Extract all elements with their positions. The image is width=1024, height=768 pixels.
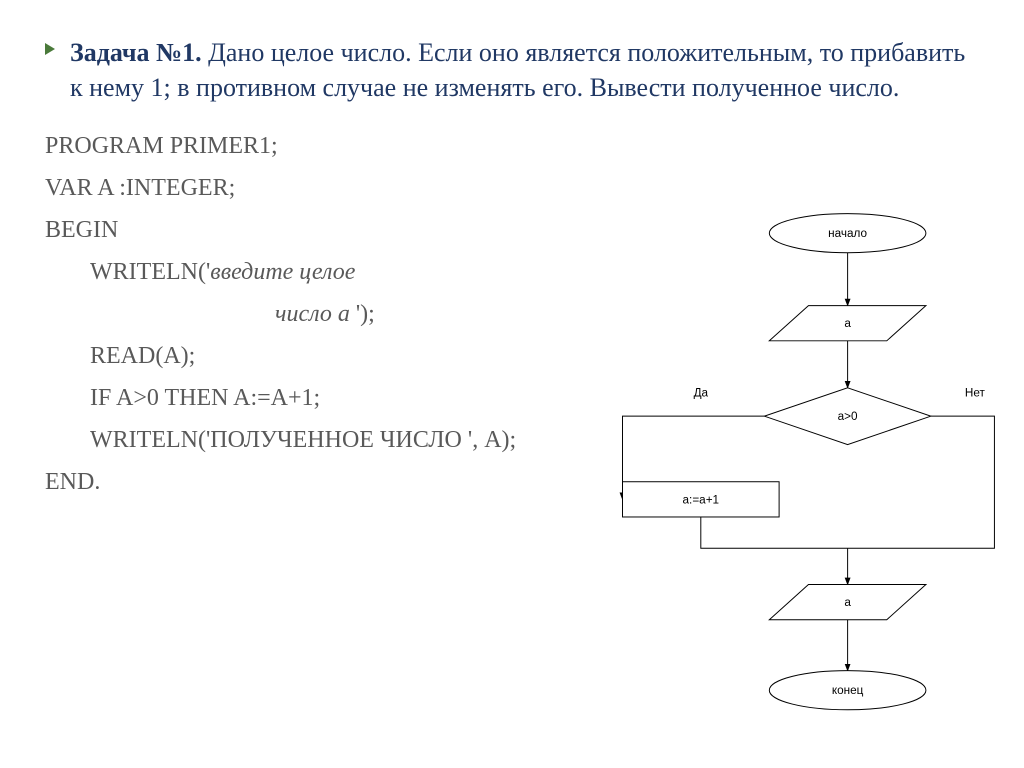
code-line-1: Program Primer1; (45, 125, 984, 167)
svg-text:a:=a+1: a:=a+1 (683, 493, 720, 506)
task-label: Задача №1. (70, 38, 202, 67)
svg-text:конец: конец (832, 684, 864, 697)
svg-text:a: a (844, 317, 851, 330)
bullet-icon (45, 43, 55, 55)
flowchart-diagram: Да Нет начало a a>0 a:=a+1 a конец (554, 200, 1014, 740)
svg-text:a>0: a>0 (838, 410, 858, 423)
svg-text:a: a (844, 596, 851, 609)
task-description: Задача №1. Дано целое число. Если оно яв… (40, 35, 984, 105)
svg-text:Нет: Нет (965, 387, 986, 400)
svg-text:Да: Да (694, 387, 709, 400)
svg-text:начало: начало (828, 227, 867, 240)
task-body: Дано целое число. Если оно является поло… (70, 38, 965, 102)
